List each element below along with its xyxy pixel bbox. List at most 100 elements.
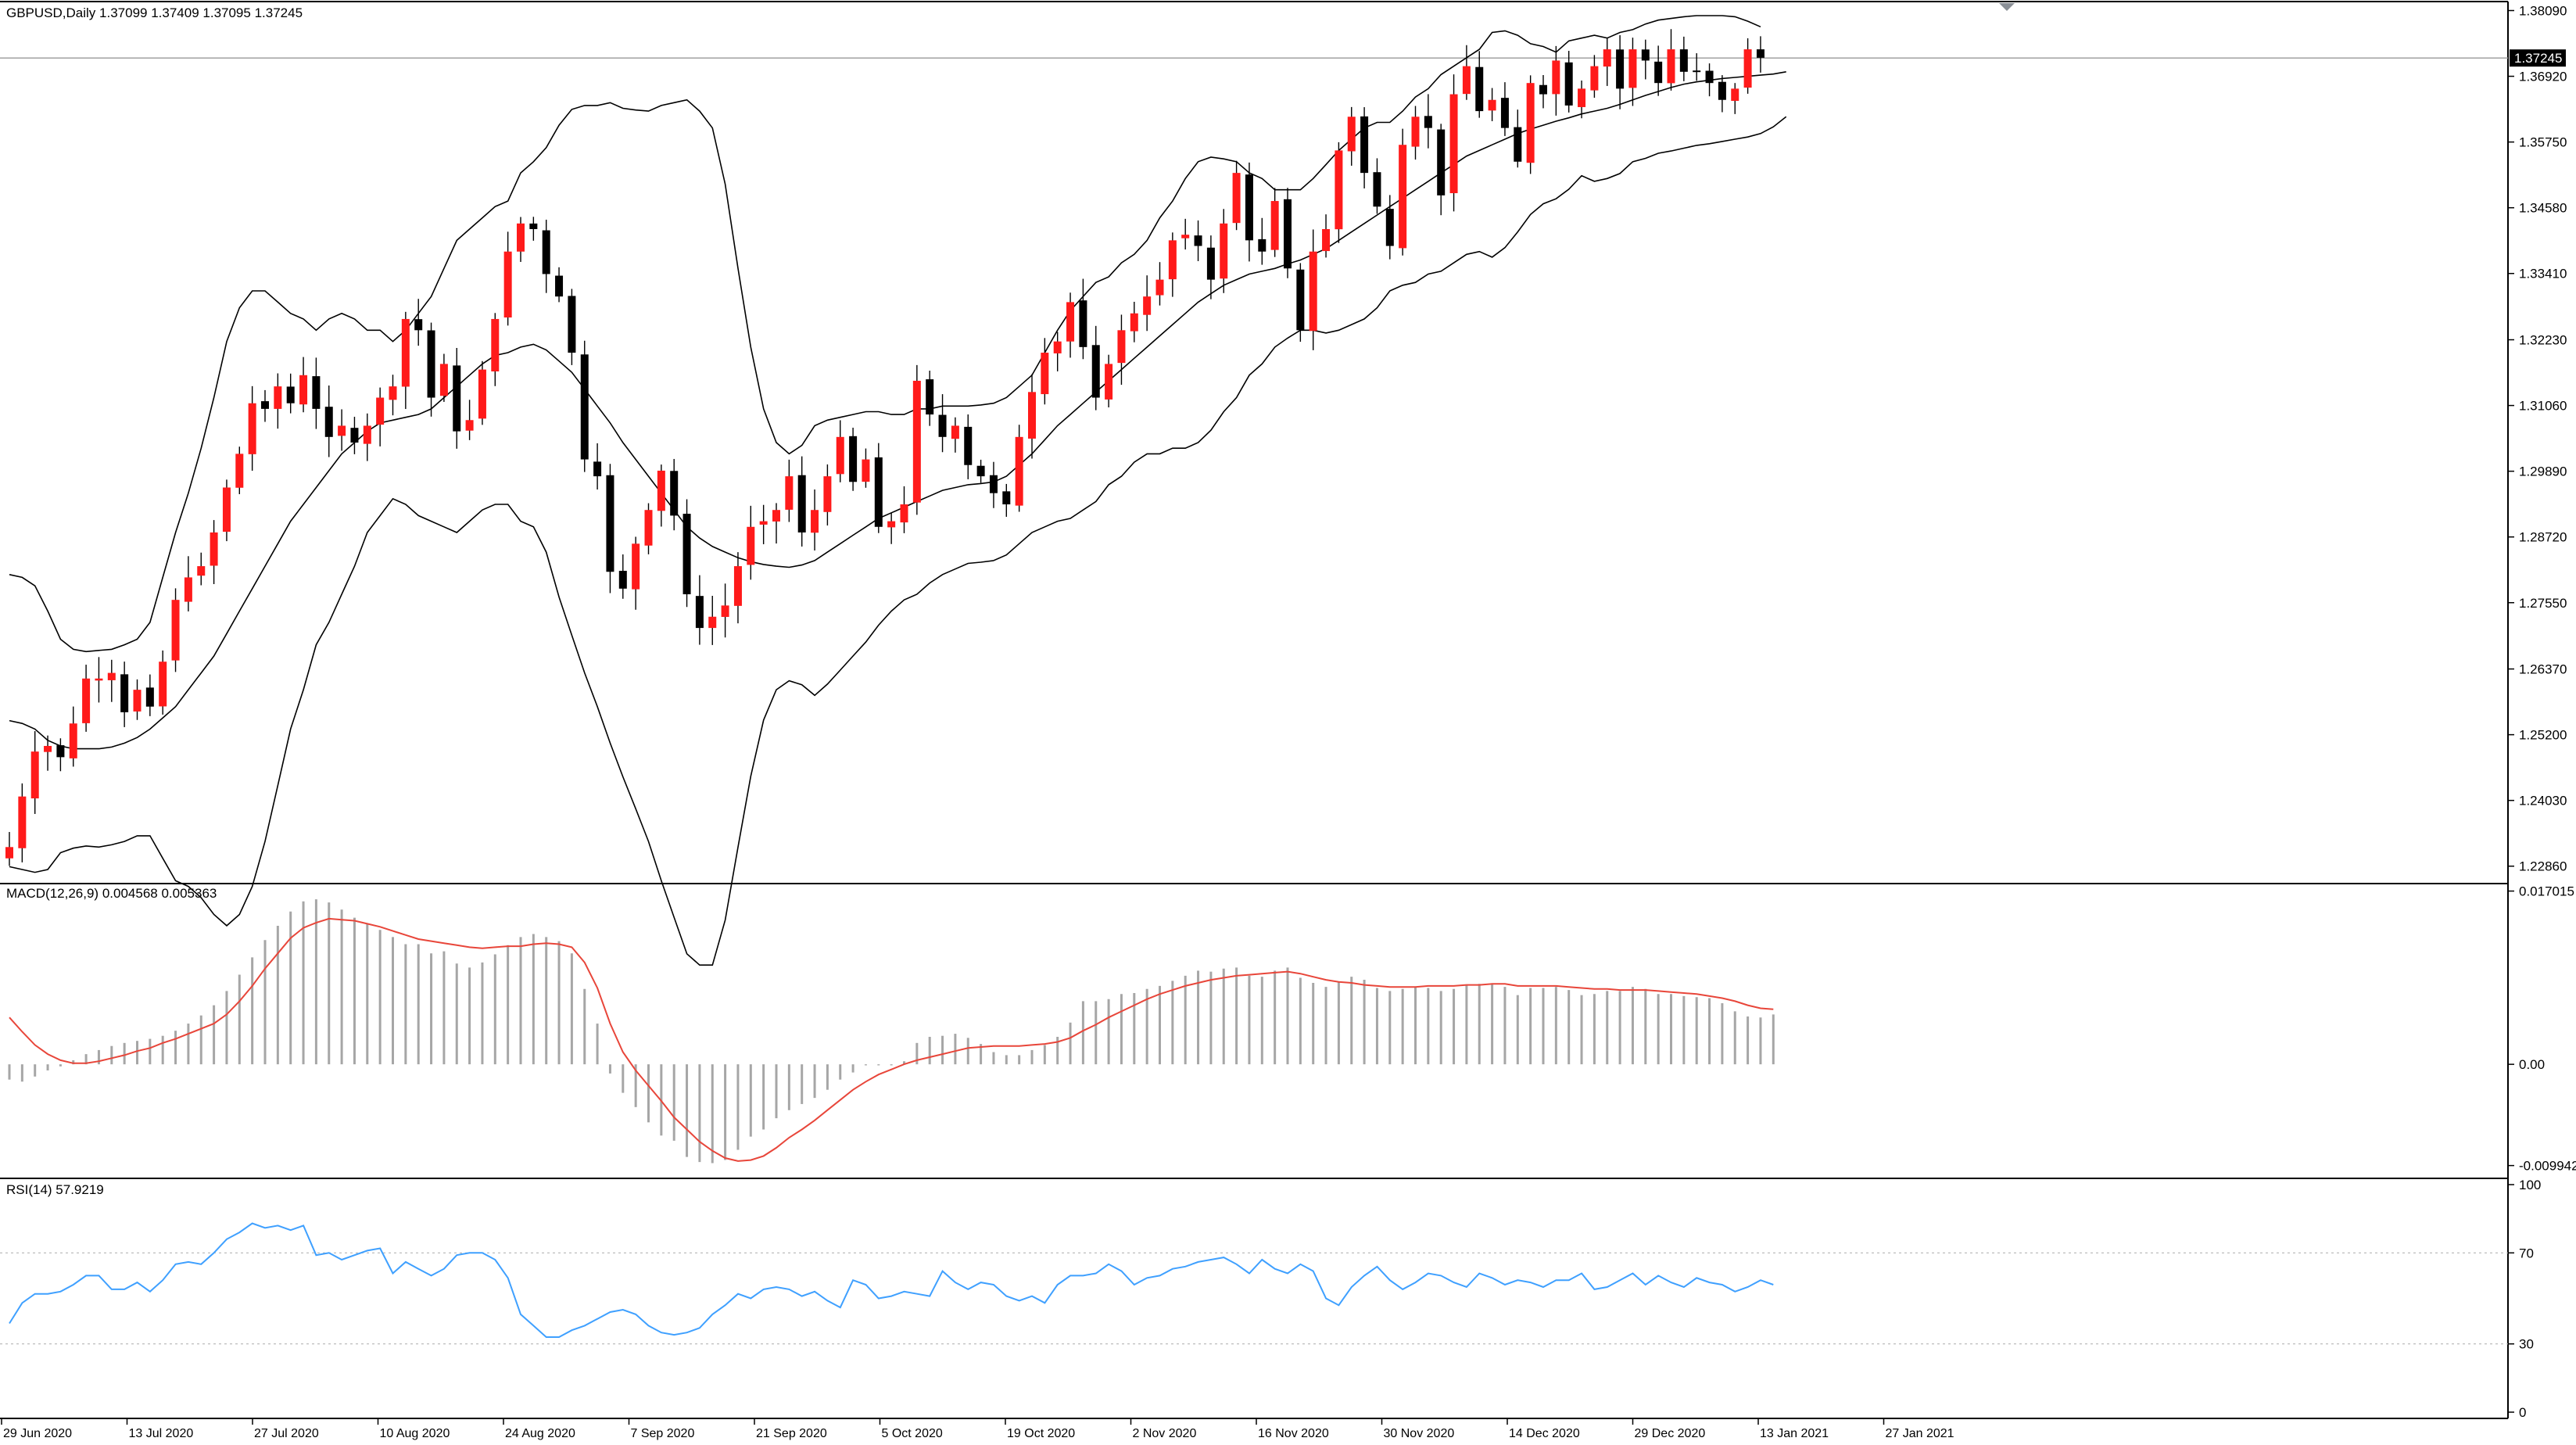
candle-body	[1296, 269, 1305, 331]
candle-body	[1117, 330, 1126, 364]
candle-body	[1552, 60, 1560, 95]
candle-body	[324, 407, 333, 437]
candle-body	[427, 330, 435, 398]
candle-body	[1181, 235, 1190, 238]
chart-shift-marker-icon[interactable]	[1999, 3, 2015, 11]
macd-histogram	[8, 899, 1775, 1164]
macd-tick-label: 0.017015	[2519, 884, 2574, 899]
price-tick-label: 1.27550	[2519, 596, 2567, 611]
candle-body	[401, 318, 410, 387]
candle-body	[632, 543, 640, 590]
candle-body	[414, 319, 423, 331]
candle-body	[1578, 88, 1586, 107]
candle-body	[1526, 83, 1535, 163]
candle-body	[593, 461, 602, 477]
candle-body	[1500, 98, 1509, 128]
candle-body	[580, 354, 589, 460]
candle-body	[1385, 209, 1394, 246]
candle-body	[1079, 300, 1087, 347]
candle-body	[95, 678, 103, 681]
x-tick-label: 21 Sep 2020	[756, 1427, 827, 1440]
candle-body	[503, 251, 512, 318]
candle-body	[274, 386, 282, 409]
candle-body	[926, 379, 934, 415]
macd-y-axis: 0.017015 0.00 -0.009942	[2508, 884, 2576, 1174]
candle-body	[529, 223, 538, 229]
candle-body	[1130, 313, 1138, 332]
candle-body	[197, 566, 206, 576]
x-tick-label: 13 Jul 2020	[129, 1427, 194, 1440]
candle-body	[721, 605, 729, 617]
candle-body	[951, 425, 959, 439]
candle-body	[1245, 174, 1253, 241]
candle-body	[989, 475, 998, 493]
candle-body	[1411, 117, 1420, 147]
price-tick-label: 1.32230	[2519, 333, 2567, 348]
candlesticks	[5, 29, 1765, 866]
candle-body	[887, 521, 896, 528]
candle-body	[785, 476, 794, 510]
candle-body	[938, 414, 947, 437]
rsi-y-axis: 100 70 30 0	[2508, 1178, 2541, 1420]
candle-body	[1270, 201, 1279, 250]
candle-body	[1449, 94, 1458, 194]
candle-body	[145, 687, 154, 707]
candle-body	[1002, 491, 1011, 505]
candle-body	[1424, 116, 1432, 128]
candle-body	[69, 723, 77, 758]
candle-body	[312, 376, 321, 409]
candle-body	[1309, 251, 1317, 332]
x-tick-label: 27 Jan 2021	[1886, 1427, 1954, 1440]
candle-body	[695, 596, 704, 629]
candle-body	[1143, 296, 1152, 315]
current-price-label: 1.37245	[2514, 51, 2562, 66]
candle-body	[478, 369, 486, 419]
candle-body	[1437, 129, 1446, 195]
candle-body	[1756, 49, 1765, 58]
candle-body	[1743, 49, 1752, 88]
candle-body	[1155, 279, 1164, 296]
rsi-line	[0, 1222, 2508, 1345]
candle-body	[1041, 353, 1049, 395]
candle-body	[1564, 62, 1573, 106]
macd-signal-path	[9, 917, 1774, 1162]
x-tick-label: 19 Oct 2020	[1007, 1427, 1075, 1440]
candle-body	[976, 465, 985, 477]
candle-body	[1679, 49, 1688, 72]
candle-body	[1667, 49, 1675, 84]
price-tick-label: 1.25200	[2519, 728, 2567, 743]
candle-body	[82, 678, 91, 723]
candle-body	[1718, 81, 1726, 100]
rsi-tick-label: 70	[2519, 1246, 2534, 1260]
x-tick-label: 30 Nov 2020	[1384, 1427, 1455, 1440]
candle-body	[1258, 238, 1267, 252]
candle-body	[618, 571, 627, 589]
candle-body	[1462, 66, 1471, 95]
candle-body	[900, 504, 908, 523]
candle-body	[849, 436, 858, 482]
candle-body	[1066, 302, 1075, 342]
candle-body	[1654, 61, 1663, 84]
candle-body	[1105, 364, 1113, 400]
candle-body	[683, 514, 691, 594]
candle-body	[1373, 172, 1381, 207]
candle-body	[261, 401, 269, 409]
candle-body	[30, 751, 39, 799]
candle-body	[338, 425, 346, 436]
candle-body	[811, 510, 819, 533]
candle-body	[1194, 235, 1202, 246]
candle-body	[1206, 247, 1215, 280]
rsi-tick-label: 0	[2519, 1405, 2526, 1420]
candle-body	[862, 459, 870, 482]
candle-body	[542, 230, 550, 274]
candle-body	[107, 672, 116, 680]
rsi-tick-label: 30	[2519, 1337, 2534, 1352]
candle-body	[517, 223, 525, 252]
x-tick-label: 24 Aug 2020	[505, 1427, 575, 1440]
candle-body	[1220, 223, 1228, 279]
candle-body	[1232, 173, 1241, 224]
candle-body	[1284, 199, 1292, 269]
candle-body	[747, 526, 755, 565]
x-tick-label: 10 Aug 2020	[380, 1427, 450, 1440]
